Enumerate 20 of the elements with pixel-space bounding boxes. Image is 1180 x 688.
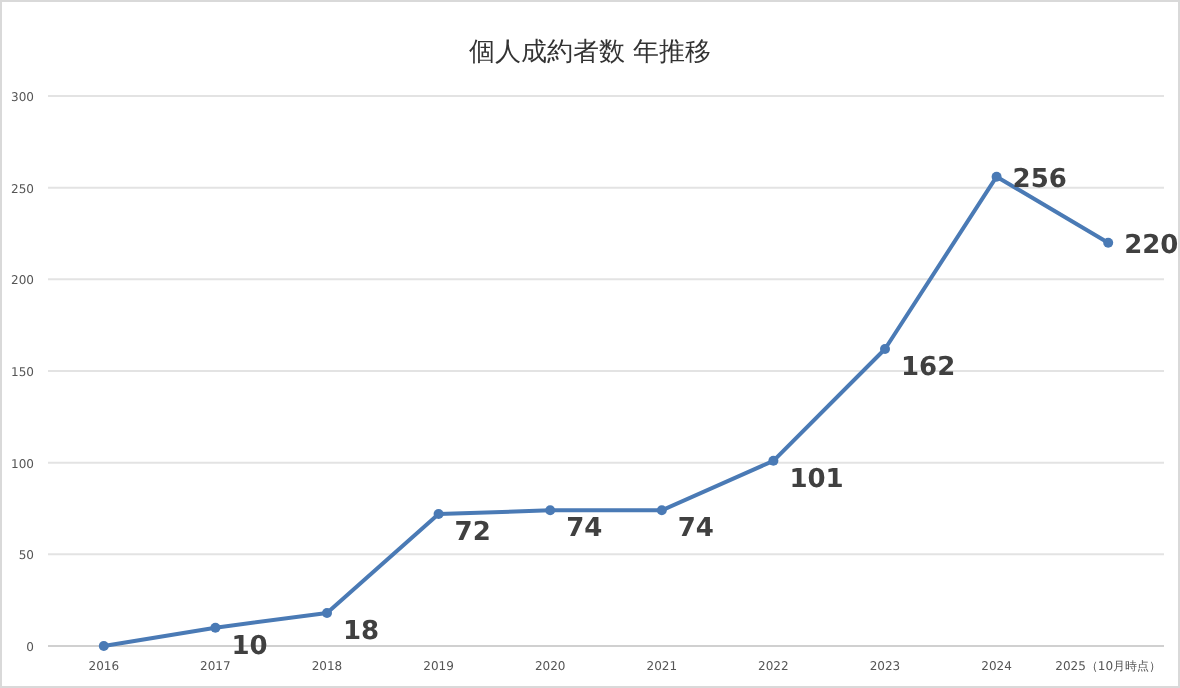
point — [880, 344, 890, 354]
point — [98, 641, 109, 651]
data-label: 101 — [789, 464, 844, 495]
chart-title: 個人成約者数 年推移 — [468, 38, 712, 68]
data-label: 74 — [677, 514, 714, 545]
point — [768, 455, 779, 466]
point — [433, 509, 444, 519]
point — [545, 505, 556, 516]
data-label: 18 — [343, 617, 380, 647]
point — [991, 171, 1002, 182]
data-label: 162 — [901, 353, 956, 383]
data-label: 256 — [1012, 164, 1067, 195]
data-label: 72 — [454, 518, 491, 548]
data-label: 74 — [566, 514, 603, 545]
point — [1103, 237, 1114, 248]
data-label: 10 — [231, 631, 268, 662]
point — [210, 622, 221, 633]
point — [322, 608, 332, 618]
point — [656, 505, 667, 516]
data-label: 220 — [1124, 230, 1179, 261]
